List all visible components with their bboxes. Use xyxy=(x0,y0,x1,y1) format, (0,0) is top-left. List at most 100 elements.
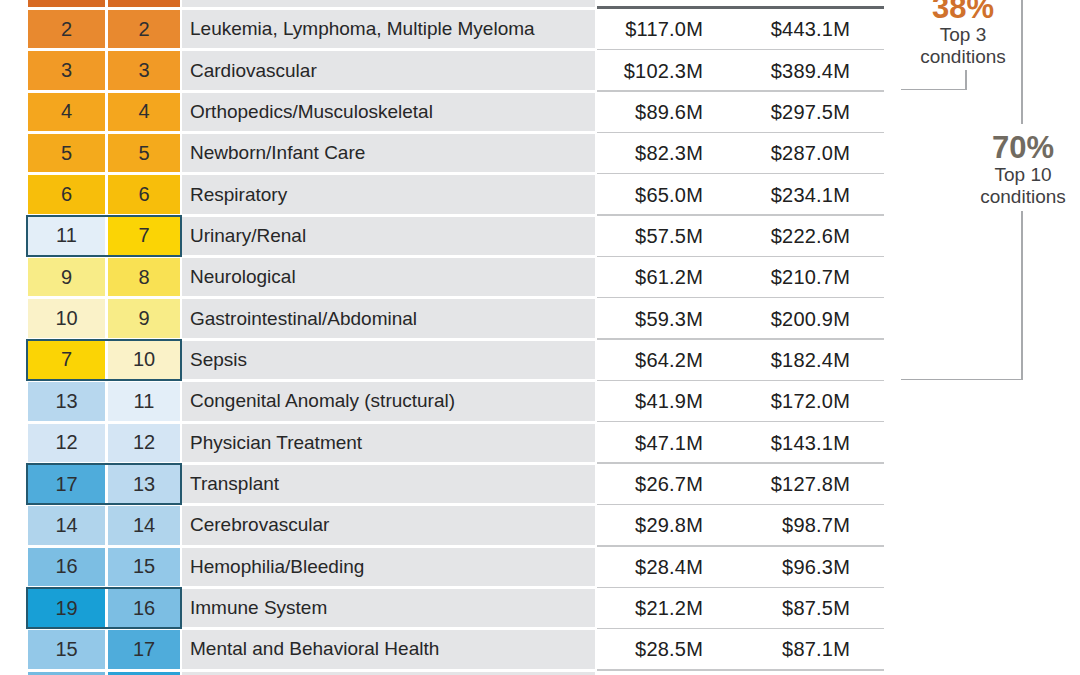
rank-cell-right: 8 xyxy=(108,258,180,296)
cost-col1-value: $26.7M xyxy=(590,472,703,496)
condition-bar: Gastrointestinal/Abdominal xyxy=(182,299,595,337)
condition-bar: Respiratory xyxy=(182,175,595,213)
cost-col2-value: $222.6M xyxy=(720,224,850,248)
rank-cell-left: 13 xyxy=(28,382,105,420)
cost-col2-value: $287.0M xyxy=(720,141,850,165)
cost-col1-value: $64.2M xyxy=(590,348,703,372)
rank-cell-left: 2 xyxy=(28,10,105,48)
table-row: 1212Physician Treatment$47.1M$143.1M xyxy=(0,424,1080,462)
rank-cell-right: 9 xyxy=(108,299,180,337)
callout-top3-label-line1: Top 3 xyxy=(898,24,1028,46)
condition-bar: Physician Treatment xyxy=(182,424,595,462)
cost-col2-value: $96.3M xyxy=(720,555,850,579)
row-separator-line xyxy=(597,256,884,257)
table-row: 44Orthopedics/Musculoskeletal$89.6M$297.… xyxy=(0,93,1080,131)
cost-col2-value: $87.1M xyxy=(720,637,850,661)
rank-cell-left: 14 xyxy=(28,506,105,544)
cost-col1-value: $65.0M xyxy=(590,183,703,207)
rank-cell-left: 9 xyxy=(28,258,105,296)
table-row: 1311Congenital Anomaly (structural)$41.9… xyxy=(0,382,1080,420)
table-row: 1615Hemophilia/Bleeding$28.4M $96.3M xyxy=(0,548,1080,586)
infographic-canvas: 22Leukemia, Lymphoma, Multiple Myeloma$1… xyxy=(0,0,1080,675)
callout-top10-label-line2: conditions xyxy=(958,186,1080,208)
callout-top3-value: 38% xyxy=(898,0,1028,24)
table-row: 109Gastrointestinal/Abdominal$59.3M$200.… xyxy=(0,299,1080,337)
rank-cell-left: 10 xyxy=(28,299,105,337)
row-separator-line xyxy=(597,380,884,381)
cost-col1-value: $61.2M xyxy=(590,265,703,289)
cost-col1-value: $21.2M xyxy=(590,596,703,620)
rank-change-outline xyxy=(26,463,182,505)
cost-col2-value: $389.4M xyxy=(720,59,850,83)
table-row xyxy=(0,672,1080,675)
condition-bar: Hemophilia/Bleeding xyxy=(182,548,595,586)
table-row: 1517Mental and Behavioral Health$28.5M$8… xyxy=(0,630,1080,668)
cost-col2-value: $172.0M xyxy=(720,389,850,413)
cost-col1-value: $29.8M xyxy=(590,513,703,537)
callout-top10: 70% Top 10 conditions xyxy=(958,131,1080,208)
condition-bar: Leukemia, Lymphoma, Multiple Myeloma xyxy=(182,10,595,48)
cost-col2-value: $98.7M xyxy=(720,513,850,537)
condition-bar: Transplant xyxy=(182,465,595,503)
rank-cell-left: 4 xyxy=(28,93,105,131)
rank-cell-right: 12 xyxy=(108,424,180,462)
row-separator-line xyxy=(597,214,884,215)
condition-label: Congenital Anomaly (structural) xyxy=(182,390,455,412)
row-separator-line xyxy=(597,504,884,505)
table-row: 66Respiratory$65.0M$234.1M xyxy=(0,175,1080,213)
condition-label: Physician Treatment xyxy=(182,432,362,454)
rank-cell-left: 15 xyxy=(28,630,105,668)
rank-cell-left: 6 xyxy=(28,175,105,213)
rank-cell-right: 14 xyxy=(108,506,180,544)
cost-col1-value: $47.1M xyxy=(590,431,703,455)
condition-label: Gastrointestinal/Abdominal xyxy=(182,308,417,330)
condition-label: Newborn/Infant Care xyxy=(182,142,365,164)
condition-bar: Congenital Anomaly (structural) xyxy=(182,382,595,420)
rank-cell-left xyxy=(28,672,105,675)
rank-cell-left xyxy=(28,0,105,7)
row-separator-line xyxy=(597,297,884,298)
condition-label: Immune System xyxy=(182,597,327,619)
cost-col2-value: $143.1M xyxy=(720,431,850,455)
cost-col2-value: $297.5M xyxy=(720,100,850,124)
cost-col2-value: $234.1M xyxy=(720,183,850,207)
row-separator-line xyxy=(597,669,884,670)
condition-label: Cardiovascular xyxy=(182,60,317,82)
rank-cell-left: 5 xyxy=(28,134,105,172)
row-separator-line xyxy=(597,545,884,546)
condition-bar xyxy=(182,0,595,7)
condition-bar: Orthopedics/Musculoskeletal xyxy=(182,93,595,131)
top10-bracket-vertical-line-lower xyxy=(1021,211,1023,379)
row-separator-line xyxy=(597,462,884,463)
top3-bracket-horizontal-line xyxy=(901,89,967,91)
cost-col1-value: $28.4M xyxy=(590,555,703,579)
condition-bar: Neurological xyxy=(182,258,595,296)
table-row: 1414Cerebrovascular$29.8M$98.7M xyxy=(0,506,1080,544)
rank-change-outline xyxy=(26,587,182,629)
cost-col1-value: $57.5M xyxy=(590,224,703,248)
cost-col1-value: $89.6M xyxy=(590,100,703,124)
rank-cell-right: 2 xyxy=(108,10,180,48)
rank-cell-right: 15 xyxy=(108,548,180,586)
rank-cell-right xyxy=(108,0,180,7)
rank-cell-right: 3 xyxy=(108,51,180,89)
row-separator-line xyxy=(597,421,884,422)
rank-cell-right: 4 xyxy=(108,93,180,131)
rank-cell-left: 16 xyxy=(28,548,105,586)
rank-cell-right: 17 xyxy=(108,630,180,668)
rank-change-outline xyxy=(26,215,182,257)
table-row: 55Newborn/Infant Care$82.3M$287.0M xyxy=(0,134,1080,172)
row-separator-line xyxy=(597,49,884,50)
rank-cell-right: 6 xyxy=(108,175,180,213)
row-separator-line xyxy=(597,338,884,339)
condition-bar: Urinary/Renal xyxy=(182,217,595,255)
cost-col1-value: $41.9M xyxy=(590,389,703,413)
row-separator-line xyxy=(597,6,884,9)
cost-col1-value: $117.0M xyxy=(590,17,703,41)
rank-cell-left: 12 xyxy=(28,424,105,462)
cost-col2-value: $210.7M xyxy=(720,265,850,289)
row-separator-line xyxy=(597,173,884,174)
cost-col1-value: $28.5M xyxy=(590,637,703,661)
row-separator-line xyxy=(597,132,884,133)
callout-top10-value: 70% xyxy=(958,131,1080,164)
